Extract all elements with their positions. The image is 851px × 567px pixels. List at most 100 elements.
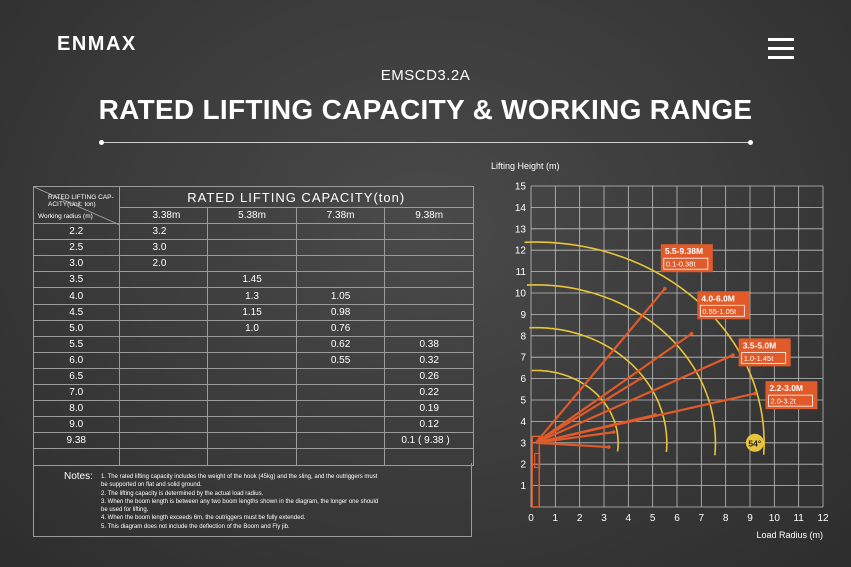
capacity-cell (118, 303, 209, 321)
radius-cell: 9.38 (33, 432, 120, 450)
y-tick-label: 8 (520, 331, 526, 342)
capacity-cell: 2.0 (118, 255, 209, 273)
range-length-label: 3.5-5.0M (743, 340, 777, 350)
brand-logo[interactable]: ENMAX (57, 33, 137, 55)
range-arc (524, 241, 765, 455)
capacity-frame (768, 394, 813, 407)
table-row (33, 448, 474, 466)
column-header: 7.38m (295, 206, 386, 225)
capacity-cell (118, 335, 209, 353)
x-tick-label: 5 (650, 513, 656, 524)
capacity-frame (663, 257, 709, 270)
radius-cell: 7.0 (33, 384, 120, 402)
column-header: 3.38m (118, 206, 209, 225)
angle-label: 54° (748, 438, 761, 448)
capacity-cell (295, 255, 386, 273)
capacity-cell (207, 416, 297, 434)
notes-label: Notes: (64, 471, 93, 482)
capacity-cell: 0.22 (384, 384, 474, 402)
x-tick-label: 12 (817, 513, 829, 524)
capacity-cell (207, 223, 297, 241)
boom-line (535, 354, 734, 444)
capacity-cell: 0.38 (384, 335, 474, 353)
table-row: 6.5 0.26 (33, 367, 474, 386)
boom-line (535, 377, 642, 444)
y-tick-label: 11 (516, 267, 527, 278)
capacity-cell: 0.19 (384, 400, 474, 418)
page-title: RATED LIFTING CAPACITY & WORKING RANGE (98, 94, 753, 125)
table-row: 3.0 2.0 (33, 255, 474, 273)
capacity-cell (118, 448, 209, 466)
y-tick-label: 1 (520, 481, 526, 492)
y-tick-label: 10 (515, 289, 527, 300)
corner-bottom-label: Working radius (m) (38, 213, 93, 221)
y-tick-label: 12 (515, 246, 527, 257)
capacity-cell (384, 255, 474, 273)
capacity-cell (118, 351, 209, 369)
x-tick-label: 7 (699, 513, 705, 524)
capacity-frame (741, 351, 787, 364)
table-row: 4.5 1.15 0.98 (33, 303, 474, 321)
table-corner-header: RATED LIFTING CAP- ACITY(Unit: ton) Work… (33, 185, 120, 225)
capacity-cell: 0.26 (384, 367, 474, 386)
y-tick-label: 2 (520, 460, 526, 471)
range-capacity-label: 1.0-1.45t (744, 354, 775, 363)
y-tick-label: 6 (520, 374, 526, 385)
x-tick-label: 10 (769, 513, 781, 524)
capacity-cell (118, 367, 209, 386)
range-arc (531, 369, 619, 452)
capacity-cell (207, 255, 297, 273)
capacity-cell (118, 287, 209, 305)
angle-badge (745, 433, 764, 452)
boom-line (535, 431, 614, 444)
corner-top-label: RATED LIFTING CAP- ACITY(Unit: ton) (48, 194, 114, 208)
capacity-cell (207, 400, 297, 418)
column-header: 9.38m (384, 206, 474, 225)
capacity-cell (207, 351, 297, 369)
x-tick-label: 1 (553, 513, 559, 524)
radius-cell: 4.5 (33, 303, 120, 321)
table-row: 5.0 1.0 0.76 (33, 319, 474, 337)
capacity-cell (207, 239, 297, 257)
capacity-cell: 1.45 (207, 271, 297, 289)
capacity-cell (384, 223, 474, 241)
note-line: 3. When the boom length is between any t… (101, 498, 379, 505)
radius-cell: 3.5 (33, 271, 120, 289)
range-arc (526, 284, 717, 456)
y-tick-label: 4 (520, 417, 526, 428)
range-length-label: 4.0-6.0M (701, 293, 735, 303)
note-line: 5. This diagram does not include the def… (101, 523, 290, 530)
range-capacity-label: 0.1-0.38t (666, 260, 697, 269)
capacity-cell (384, 271, 474, 289)
radius-cell: 8.0 (33, 400, 120, 418)
y-tick-label: 13 (515, 224, 527, 235)
y-tick-label: 3 (520, 438, 526, 449)
boom-line (535, 332, 693, 444)
capacity-cell: 3.0 (118, 239, 209, 257)
hamburger-menu-icon[interactable] (768, 38, 794, 60)
radius-cell: 9.0 (33, 416, 120, 434)
radius-cell: 5.0 (33, 319, 120, 337)
table-row: 2.5 3.0 (33, 239, 474, 257)
capacity-table: RATED LIFTING CAP- ACITY(Unit: ton) Work… (33, 185, 474, 466)
table-row: 8.0 0.19 (33, 400, 474, 418)
capacity-cell: 0.12 (384, 416, 474, 434)
radius-cell: 3.0 (33, 255, 120, 273)
note-line: be supported on flat and solid ground. (101, 482, 202, 489)
range-label-box (660, 244, 713, 273)
table-body: 2.2 3.2 2.5 3.0 3.0 2.0 3.5 1.45 4.0 1.3 1.05 4.5 1.… (33, 223, 474, 466)
notes-text: 1. The rated lifting capacity includes t… (101, 473, 461, 531)
y-tick-label: 9 (520, 310, 526, 321)
capacity-cell: 0.98 (295, 303, 386, 321)
column-header: 5.38m (207, 206, 297, 225)
table-row: 5.5 0.62 0.38 (33, 335, 474, 353)
x-axis-label: Load Radius (m) (756, 530, 823, 540)
capacity-cell (118, 319, 209, 337)
capacity-cell (118, 416, 209, 434)
capacity-cell (384, 239, 474, 257)
radius-cell: 6.0 (33, 351, 120, 369)
capacity-cell (384, 319, 474, 337)
boom-tip (611, 430, 616, 434)
capacity-cell: 1.15 (207, 303, 297, 321)
range-label-box (697, 291, 750, 320)
